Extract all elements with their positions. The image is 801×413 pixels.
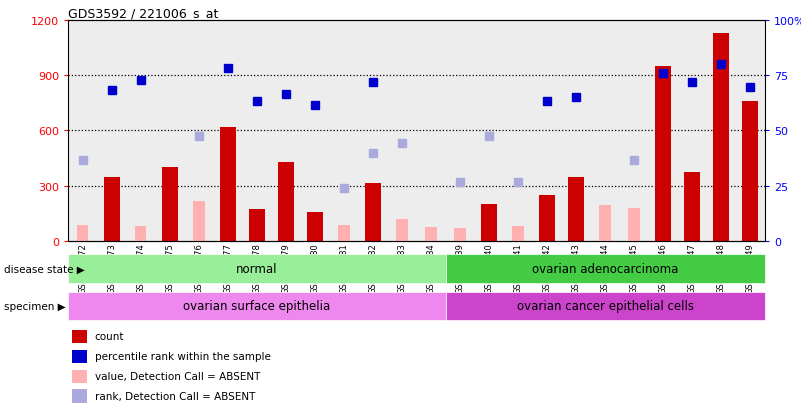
Bar (562, 21, 590, 242)
Bar (655, 66, 671, 242)
Bar (706, 21, 736, 242)
Text: count: count (95, 332, 124, 342)
Bar (307, 212, 323, 242)
Bar (155, 21, 184, 242)
Bar (678, 21, 706, 242)
Bar (504, 21, 533, 242)
Bar (103, 177, 119, 242)
Bar (533, 21, 562, 242)
Bar (365, 184, 381, 242)
Bar (590, 21, 620, 242)
Bar (539, 196, 555, 242)
Bar (359, 21, 388, 242)
Text: specimen ▶: specimen ▶ (4, 301, 66, 311)
Bar (242, 21, 272, 242)
Bar (184, 21, 213, 242)
Text: ovarian surface epithelia: ovarian surface epithelia (183, 299, 331, 313)
Bar (193, 201, 204, 242)
Bar (736, 21, 765, 242)
Bar (77, 225, 88, 242)
Text: ovarian adenocarcinoma: ovarian adenocarcinoma (532, 262, 678, 275)
Bar (300, 21, 329, 242)
Text: value, Detection Call = ABSENT: value, Detection Call = ABSENT (95, 371, 260, 381)
Bar (127, 21, 155, 242)
Bar (743, 102, 759, 242)
Text: normal: normal (236, 262, 278, 275)
Bar (396, 220, 408, 242)
Bar (481, 205, 497, 242)
Bar (714, 33, 730, 242)
Bar (629, 209, 640, 242)
Text: rank, Detection Call = ABSENT: rank, Detection Call = ABSENT (95, 391, 255, 401)
Bar (135, 227, 147, 242)
Bar (213, 21, 242, 242)
Text: percentile rank within the sample: percentile rank within the sample (95, 351, 271, 361)
Bar (68, 255, 445, 283)
Bar (338, 225, 350, 242)
Bar (219, 128, 235, 242)
Bar (97, 21, 127, 242)
Bar (568, 177, 584, 242)
Bar (684, 173, 700, 242)
Bar (454, 229, 466, 242)
Bar (249, 209, 265, 242)
Bar (445, 255, 765, 283)
Bar (388, 21, 417, 242)
Bar (513, 226, 524, 242)
Bar (329, 21, 359, 242)
Text: disease state ▶: disease state ▶ (4, 264, 85, 274)
Text: ovarian cancer epithelial cells: ovarian cancer epithelial cells (517, 299, 694, 313)
Bar (445, 292, 765, 320)
Bar (620, 21, 649, 242)
Bar (68, 21, 97, 242)
Bar (425, 228, 437, 242)
Text: GDS3592 / 221006_s_at: GDS3592 / 221006_s_at (68, 7, 219, 19)
Bar (278, 162, 294, 242)
Bar (649, 21, 678, 242)
Bar (162, 168, 178, 242)
Bar (474, 21, 504, 242)
Bar (417, 21, 445, 242)
Bar (272, 21, 300, 242)
Bar (445, 21, 474, 242)
Bar (599, 206, 611, 242)
Bar (68, 292, 445, 320)
